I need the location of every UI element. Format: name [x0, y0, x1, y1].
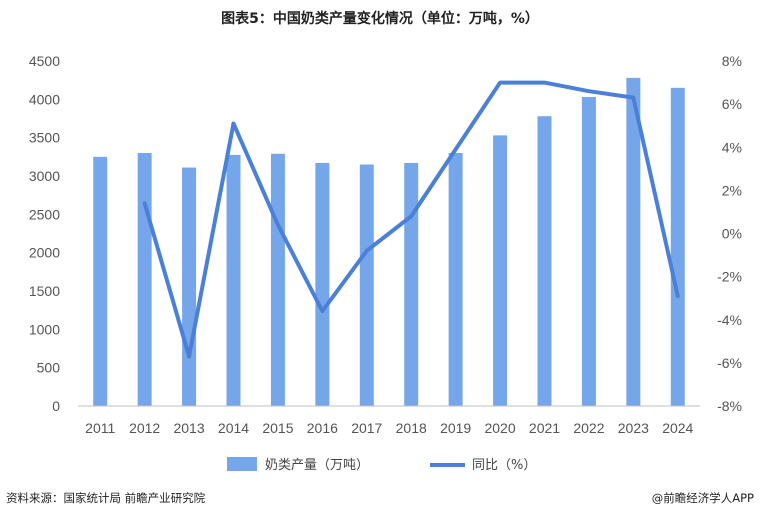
bar-2024	[670, 87, 685, 406]
chart-title: 图表5：中国奶类产量变化情况（单位：万吨，%）	[221, 11, 539, 27]
y-left-tick-label: 4500	[29, 53, 60, 69]
y-right-tick-label: -6%	[717, 355, 742, 371]
x-tick-label: 2013	[173, 420, 204, 436]
y-left-tick-label: 3500	[29, 130, 60, 146]
x-tick-label: 2022	[573, 420, 604, 436]
y-left-tick-label: 2000	[29, 245, 60, 261]
bar-2016	[315, 162, 330, 406]
y-right-tick-label: 8%	[722, 53, 742, 69]
legend-label-line: 同比（%）	[472, 458, 536, 473]
y-right-tick-label: 4%	[722, 139, 742, 155]
y-left-tick-label: 3000	[29, 168, 60, 184]
y-left-tick-label: 1500	[29, 283, 60, 299]
bar-2015	[270, 153, 285, 406]
x-tick-label: 2019	[440, 420, 471, 436]
bar-2011	[93, 156, 108, 406]
y-left-tick-label: 0	[52, 398, 60, 414]
y-left-tick-label: 500	[37, 360, 61, 376]
y-left-tick-label: 4000	[29, 91, 60, 107]
credit-note: @前瞻经济学人APP	[651, 491, 754, 505]
bar-2019	[448, 153, 463, 406]
x-tick-label: 2012	[129, 420, 160, 436]
bar-2017	[359, 164, 374, 406]
bar-2020	[493, 135, 508, 406]
bar-series	[93, 77, 685, 407]
bar-2023	[626, 77, 641, 406]
y-right-tick-label: -2%	[717, 269, 742, 285]
legend: 奶类产量（万吨） 同比（%）	[227, 457, 536, 473]
x-tick-label: 2017	[351, 420, 382, 436]
x-tick-label: 2018	[396, 420, 427, 436]
line-series	[142, 80, 680, 359]
x-tick-label: 2016	[307, 420, 338, 436]
bar-2022	[581, 97, 596, 407]
y-left-tick-label: 2500	[29, 206, 60, 222]
x-tick-label: 2023	[618, 420, 649, 436]
x-tick-label: 2014	[218, 420, 249, 436]
x-tick-label: 2021	[529, 420, 560, 436]
bar-2021	[537, 116, 552, 406]
bar-2014	[226, 154, 241, 406]
legend-label-bar: 奶类产量（万吨）	[265, 458, 369, 473]
bar-2013	[182, 167, 197, 406]
y-right-tick-label: -8%	[717, 398, 742, 414]
bar-2018	[404, 162, 419, 406]
x-tick-label: 2011	[85, 420, 115, 436]
bar-2012	[137, 153, 152, 406]
yoy-line	[142, 80, 680, 359]
axes: 0 500 1000 1500 2000 2500 3000 3500 4000 4500 -8% -…	[29, 53, 742, 436]
x-tick-label: 2024	[662, 420, 693, 436]
x-tick-label: 2015	[262, 420, 293, 436]
y-right-tick-label: 0%	[722, 226, 742, 242]
legend-swatch-bar	[227, 457, 257, 471]
y-left-tick-label: 1000	[29, 321, 60, 337]
x-tick-label: 2020	[484, 420, 515, 436]
y-right-tick-label: 6%	[722, 96, 742, 112]
y-right-tick-label: 2%	[722, 182, 742, 198]
source-note: 资料来源：国家统计局 前瞻产业研究院	[6, 491, 206, 505]
y-right-tick-label: -4%	[717, 312, 742, 328]
